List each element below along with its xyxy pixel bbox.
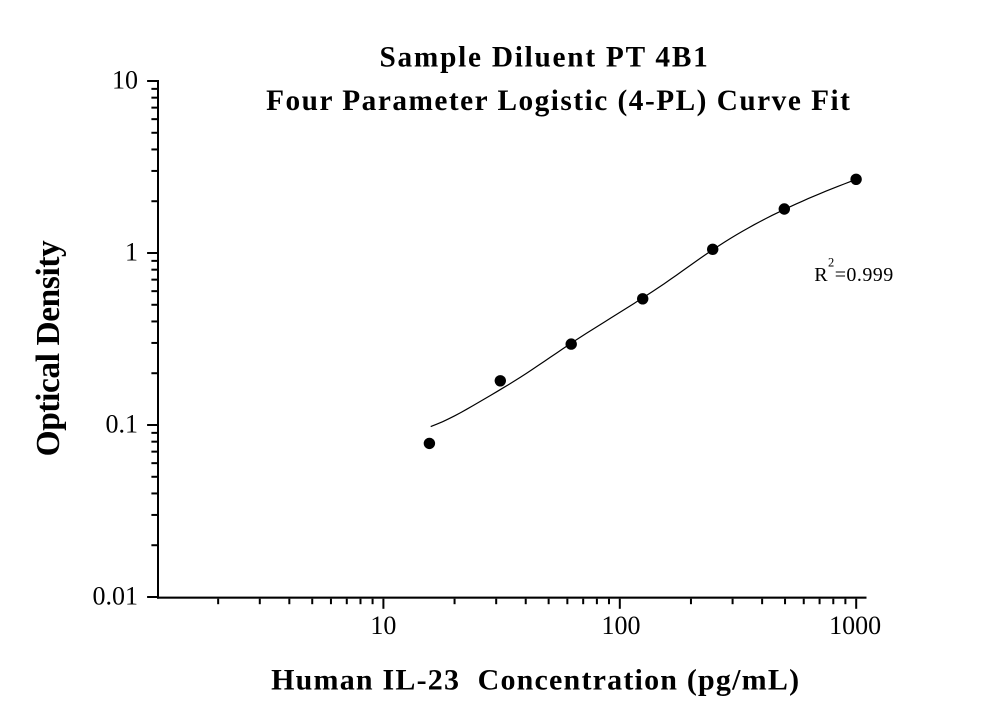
svg-text:1000: 1000 (829, 611, 881, 640)
svg-text:100: 100 (602, 611, 641, 640)
svg-text:10: 10 (370, 611, 396, 640)
svg-text:1: 1 (125, 237, 138, 266)
svg-text:Four Parameter Logistic (4-PL): Four Parameter Logistic (4-PL) Curve Fit (266, 85, 851, 117)
svg-text:Human IL-23 Concentration (pg: Human IL-23 Concentration (pg/mL) (271, 664, 800, 697)
svg-text:Optical Density: Optical Density (30, 240, 67, 456)
svg-text:Sample Diluent PT 4B1: Sample Diluent PT 4B1 (379, 42, 709, 74)
svg-text:10: 10 (112, 65, 138, 94)
svg-text:0.01: 0.01 (93, 581, 139, 610)
svg-text:0.1: 0.1 (106, 409, 139, 438)
